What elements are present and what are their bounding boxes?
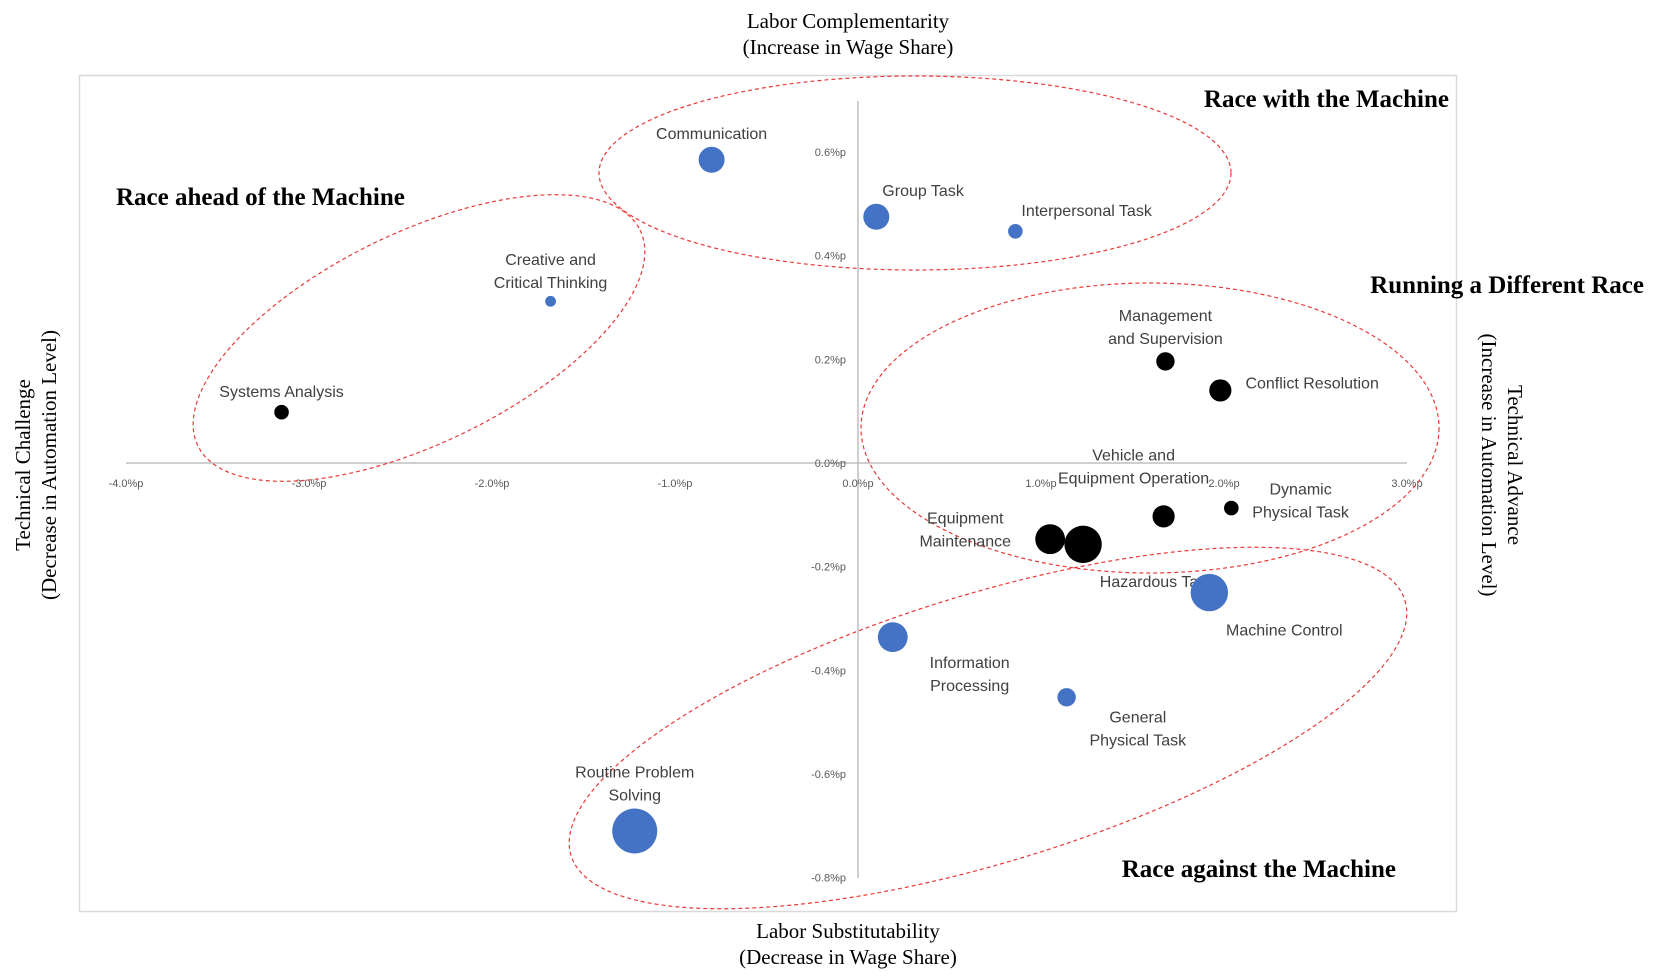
x-tick-label: 2.0%p [1208, 478, 1239, 490]
point-label-management-and-supervision: Management [1119, 308, 1213, 325]
bubble-interpersonal-task [1008, 224, 1023, 239]
point-label-information-processing: Processing [930, 678, 1009, 695]
bubble-communication [698, 146, 725, 173]
bubble-systems-analysis [274, 404, 289, 420]
bubble-vehicle-and-equipment-operation [1152, 505, 1175, 528]
point-label-creative-and-critical-thinking: Creative and [505, 252, 596, 269]
bubble-management-and-supervision [1156, 352, 1175, 371]
bubble-creative-and-critical-thinking [545, 295, 556, 307]
right-label-line1: Technical Advance [1503, 385, 1527, 545]
y-tick-label: -0.6%p [811, 769, 846, 781]
point-label-management-and-supervision: and Supervision [1108, 331, 1223, 348]
point-label-routine-problem-solving: Routine Problem [575, 765, 694, 782]
left-label-line2: (Decrease in Automation Level) [37, 330, 61, 600]
y-tick-label: 0.2%p [815, 354, 846, 366]
top-label-line1: Labor Complementarity [747, 9, 950, 33]
region-label-race-against-machine: Race against the Machine [1122, 856, 1396, 883]
x-tick-label: -3.0%p [292, 478, 327, 490]
y-tick-label: 0.6%p [815, 147, 846, 159]
bubble-group-task [863, 203, 890, 230]
region-ellipses [192, 75, 1440, 910]
point-label-hazardous-task: Hazardous Task [1100, 574, 1215, 591]
bubble-information-processing [877, 622, 908, 653]
point-label-interpersonal-task: Interpersonal Task [1021, 203, 1152, 220]
point-label-dynamic-physical-task: Physical Task [1252, 505, 1350, 522]
bubble-hazardous-task [1064, 525, 1102, 564]
y-tick-label: -0.2%p [811, 562, 846, 574]
bubble-general-physical-task [1057, 688, 1076, 707]
y-tick-label: -0.8%p [811, 873, 846, 885]
x-tick-label: -2.0%p [475, 478, 510, 490]
bubble-machine-control [1190, 573, 1229, 612]
point-label-dynamic-physical-task: Dynamic [1270, 482, 1332, 499]
region-label-running-different-race: Running a Different Race [1370, 272, 1644, 299]
bottom-label-line2: (Decrease in Wage Share) [739, 945, 957, 969]
x-tick-label: 1.0%p [1025, 478, 1056, 490]
x-tick-label: -4.0%p [109, 478, 144, 490]
ellipse-race-with-machine [598, 75, 1232, 271]
point-label-equipment-maintenance: Equipment [927, 511, 1004, 528]
bubble-conflict-resolution [1209, 379, 1232, 402]
left-label-line1: Technical Challenge [11, 379, 35, 551]
point-label-communication: Communication [656, 126, 767, 143]
point-label-machine-control: Machine Control [1226, 622, 1343, 639]
ellipse-race-against-machine [568, 546, 1408, 910]
axes: -4.0%p -3.0%p -2.0%p -1.0%p 0.0%p 1.0%p 2.0%p 3… [109, 101, 1423, 885]
x-tick-label: 0.0%p [842, 478, 873, 490]
bubble-routine-problem-solving [612, 808, 658, 854]
bubble-equipment-maintenance [1035, 524, 1066, 555]
point-label-equipment-maintenance: Maintenance [919, 534, 1011, 551]
point-label-systems-analysis: Systems Analysis [219, 384, 343, 401]
point-label-vehicle-and-equipment-operation: Vehicle and [1092, 447, 1175, 464]
right-label-line2: (Increase in Automation Level) [1477, 334, 1501, 597]
region-label-race-ahead-of-machine: Race ahead of the Machine [116, 184, 405, 211]
data-points: Communication Group Task Interpersonal Tas… [219, 126, 1379, 854]
point-label-conflict-resolution: Conflict Resolution [1245, 375, 1378, 392]
point-label-information-processing: Information [930, 655, 1010, 672]
x-tick-label: 3.0%p [1391, 478, 1422, 490]
point-label-group-task: Group Task [882, 183, 965, 200]
region-label-race-with-machine: Race with the Machine [1204, 86, 1449, 113]
y-tick-label: -0.4%p [811, 665, 846, 677]
top-label-line2: (Increase in Wage Share) [743, 35, 954, 59]
point-label-creative-and-critical-thinking: Critical Thinking [494, 275, 608, 292]
y-tick-label: 0.4%p [815, 251, 846, 263]
point-label-routine-problem-solving: Solving [608, 788, 660, 805]
x-tick-label: -1.0%p [658, 478, 693, 490]
point-label-vehicle-and-equipment-operation: Equipment Operation [1058, 470, 1209, 487]
plot-frame [78, 74, 1458, 913]
point-label-general-physical-task: General [1109, 709, 1166, 726]
y-tick-label: 0.0%p [815, 458, 846, 470]
bubble-dynamic-physical-task [1224, 500, 1239, 516]
point-label-general-physical-task: Physical Task [1089, 732, 1187, 749]
ellipse-running-different-race [860, 282, 1440, 574]
bottom-label-line1: Labor Substitutability [756, 919, 940, 943]
ellipse-race-ahead-of-machine [192, 194, 646, 482]
